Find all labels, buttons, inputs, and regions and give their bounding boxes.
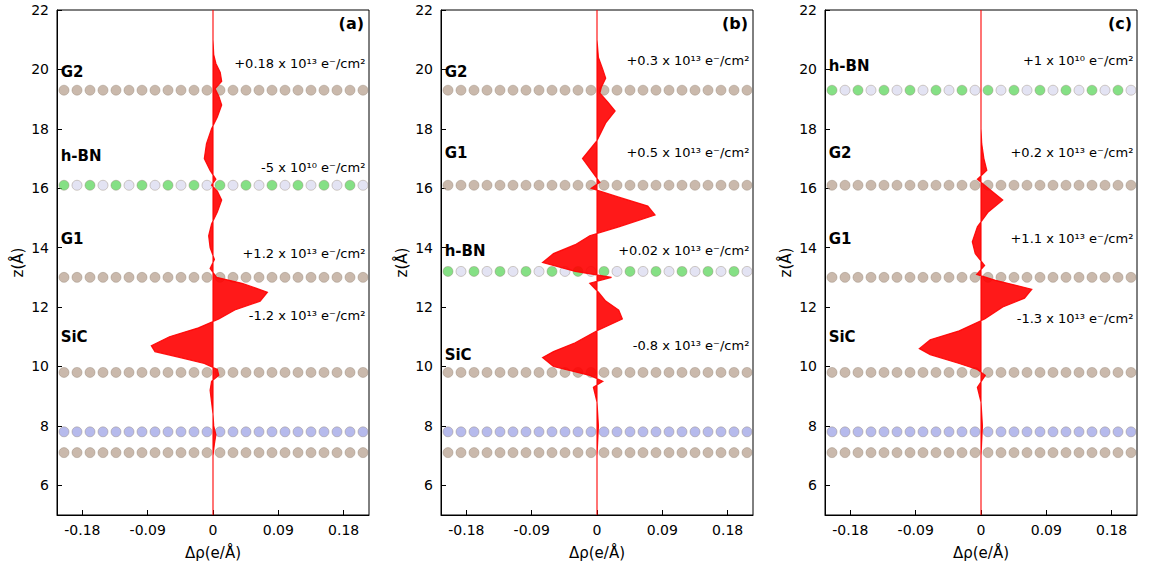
svg-text:10: 10 (799, 358, 817, 374)
svg-text:0.09: 0.09 (647, 522, 678, 538)
svg-text:z(Å): z(Å) (776, 248, 795, 278)
svg-text:h-BN: h-BN (61, 147, 102, 165)
svg-text:G1: G1 (445, 144, 468, 162)
svg-text:22: 22 (31, 2, 49, 18)
svg-text:8: 8 (40, 418, 49, 434)
svg-text:14: 14 (799, 240, 817, 256)
svg-text:12: 12 (31, 299, 49, 315)
svg-text:(b): (b) (722, 14, 748, 33)
svg-text:-0.8 x 10¹³ e⁻/cm²: -0.8 x 10¹³ e⁻/cm² (633, 338, 750, 353)
svg-text:18: 18 (31, 121, 49, 137)
svg-text:+1.1 x 10¹³ e⁻/cm²: +1.1 x 10¹³ e⁻/cm² (1010, 231, 1133, 246)
svg-text:-0.09: -0.09 (130, 522, 166, 538)
svg-text:0.18: 0.18 (712, 522, 743, 538)
svg-text:0: 0 (977, 522, 986, 538)
svg-text:-0.09: -0.09 (514, 522, 550, 538)
svg-text:22: 22 (799, 2, 817, 18)
svg-text:+0.5 x 10¹³ e⁻/cm²: +0.5 x 10¹³ e⁻/cm² (626, 145, 749, 160)
svg-text:-0.18: -0.18 (832, 522, 868, 538)
svg-text:6: 6 (40, 477, 49, 493)
svg-text:22: 22 (415, 2, 433, 18)
svg-text:Δρ(e/Å): Δρ(e/Å) (953, 543, 1009, 562)
svg-text:-5 x 10¹⁰ e⁻/cm²: -5 x 10¹⁰ e⁻/cm² (261, 160, 365, 175)
svg-text:18: 18 (799, 121, 817, 137)
svg-text:16: 16 (415, 180, 433, 196)
svg-text:12: 12 (799, 299, 817, 315)
svg-text:+1.2 x 10¹³ e⁻/cm²: +1.2 x 10¹³ e⁻/cm² (242, 246, 365, 261)
svg-text:+0.18 x 10¹³ e⁻/cm²: +0.18 x 10¹³ e⁻/cm² (234, 56, 365, 71)
svg-text:10: 10 (415, 358, 433, 374)
svg-text:G1: G1 (829, 230, 852, 248)
svg-text:-1.3 x 10¹³ e⁻/cm²: -1.3 x 10¹³ e⁻/cm² (1017, 311, 1134, 326)
svg-text:+0.3 x 10¹³ e⁻/cm²: +0.3 x 10¹³ e⁻/cm² (626, 53, 749, 68)
svg-text:SiC: SiC (61, 328, 88, 346)
svg-text:16: 16 (31, 180, 49, 196)
svg-text:10: 10 (31, 358, 49, 374)
svg-text:6: 6 (808, 477, 817, 493)
svg-text:8: 8 (808, 418, 817, 434)
svg-text:0: 0 (593, 522, 602, 538)
svg-text:(a): (a) (339, 14, 364, 33)
svg-text:z(Å): z(Å) (392, 248, 411, 278)
svg-text:0.18: 0.18 (328, 522, 359, 538)
svg-text:-0.18: -0.18 (448, 522, 484, 538)
svg-text:0: 0 (209, 522, 218, 538)
svg-text:Δρ(e/Å): Δρ(e/Å) (185, 543, 241, 562)
svg-text:G2: G2 (445, 63, 468, 81)
svg-text:+0.02 x 10¹³ e⁻/cm²: +0.02 x 10¹³ e⁻/cm² (618, 243, 749, 258)
svg-text:G1: G1 (61, 230, 84, 248)
svg-text:0.09: 0.09 (263, 522, 294, 538)
svg-text:0.18: 0.18 (1096, 522, 1127, 538)
svg-text:SiC: SiC (829, 328, 856, 346)
svg-text:z(Å): z(Å) (8, 248, 27, 278)
svg-text:Δρ(e/Å): Δρ(e/Å) (569, 543, 625, 562)
svg-text:20: 20 (31, 61, 49, 77)
svg-text:(c): (c) (1108, 14, 1132, 33)
svg-text:-0.09: -0.09 (898, 522, 934, 538)
svg-text:14: 14 (31, 240, 49, 256)
svg-text:-1.2 x 10¹³ e⁻/cm²: -1.2 x 10¹³ e⁻/cm² (249, 308, 366, 323)
svg-text:14: 14 (415, 240, 433, 256)
svg-text:h-BN: h-BN (829, 57, 870, 75)
svg-text:6: 6 (424, 477, 433, 493)
svg-text:20: 20 (415, 61, 433, 77)
svg-text:12: 12 (415, 299, 433, 315)
svg-text:8: 8 (424, 418, 433, 434)
svg-text:0.09: 0.09 (1031, 522, 1062, 538)
svg-text:18: 18 (415, 121, 433, 137)
svg-text:+0.2 x 10¹³ e⁻/cm²: +0.2 x 10¹³ e⁻/cm² (1010, 145, 1133, 160)
svg-text:G2: G2 (61, 63, 84, 81)
svg-text:-0.18: -0.18 (64, 522, 100, 538)
svg-text:20: 20 (799, 61, 817, 77)
svg-text:h-BN: h-BN (445, 242, 486, 260)
svg-text:SiC: SiC (445, 346, 472, 364)
svg-text:16: 16 (799, 180, 817, 196)
svg-text:G2: G2 (829, 144, 852, 162)
svg-text:+1 x 10¹⁰ e⁻/cm²: +1 x 10¹⁰ e⁻/cm² (1023, 53, 1133, 68)
